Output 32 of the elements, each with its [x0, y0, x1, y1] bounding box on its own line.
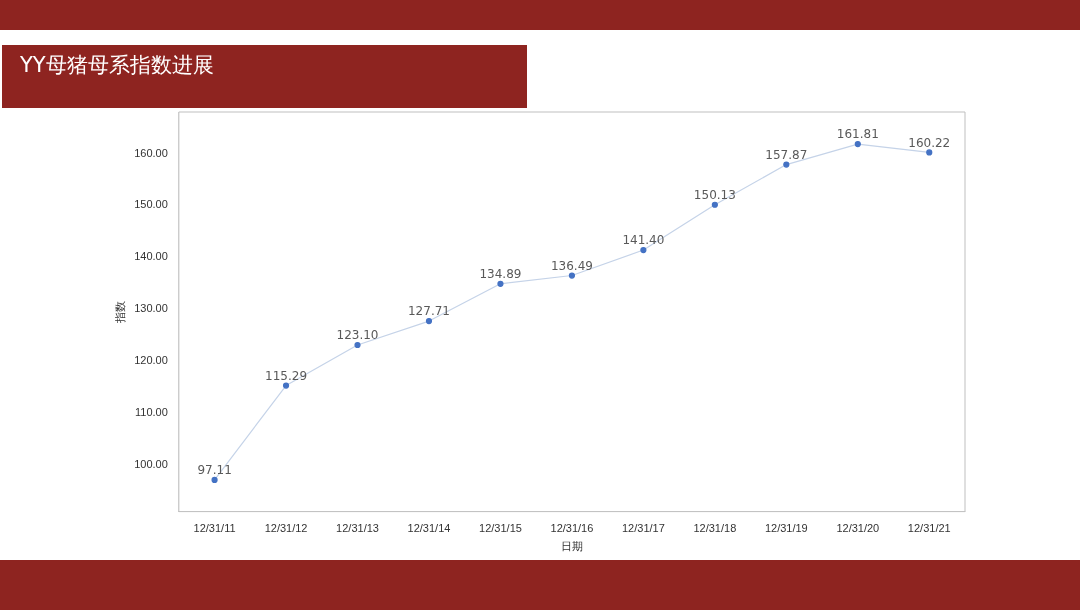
y-tick-label: 150.00	[134, 198, 168, 211]
y-axis-title: 指数	[113, 300, 126, 324]
y-tick-label: 110.00	[135, 406, 168, 419]
y-tick-label: 130.00	[134, 302, 168, 315]
x-tick-label: 12/31/11	[193, 522, 236, 535]
x-tick-label: 12/31/18	[693, 522, 737, 535]
x-tick-label: 12/31/12	[264, 522, 308, 535]
data-label: 134.89	[479, 266, 522, 281]
data-label: 161.81	[836, 127, 879, 142]
data-label: 141.40	[622, 233, 665, 248]
x-tick-label: 12/31/13	[336, 522, 379, 535]
data-label: 123.10	[336, 328, 379, 343]
y-tick-label: 140.00	[134, 250, 168, 263]
x-tick-label: 12/31/21	[907, 522, 951, 535]
x-tick-label: 12/31/15	[479, 522, 522, 535]
data-label: 160.22	[908, 135, 951, 150]
chart-title: YY母猪母系指数进展	[20, 53, 214, 77]
x-tick-label: 12/31/17	[621, 522, 665, 535]
x-tick-label: 12/31/19	[764, 522, 808, 535]
x-tick-label: 12/31/16	[550, 522, 594, 535]
data-label: 150.13	[693, 187, 736, 202]
data-label: 127.71	[407, 304, 450, 319]
data-label: 115.29	[265, 368, 308, 383]
x-tick-label: 12/31/20	[836, 522, 880, 535]
x-axis-title: 日期	[560, 540, 583, 553]
y-tick-label: 120.00	[134, 354, 168, 367]
y-tick-label: 160.00	[134, 146, 168, 159]
x-tick-label: 12/31/14	[407, 522, 451, 535]
y-tick-label: 100.00	[134, 457, 168, 470]
data-label: 157.87	[765, 147, 808, 162]
data-label: 136.49	[550, 258, 593, 273]
data-label: 97.11	[197, 463, 232, 478]
